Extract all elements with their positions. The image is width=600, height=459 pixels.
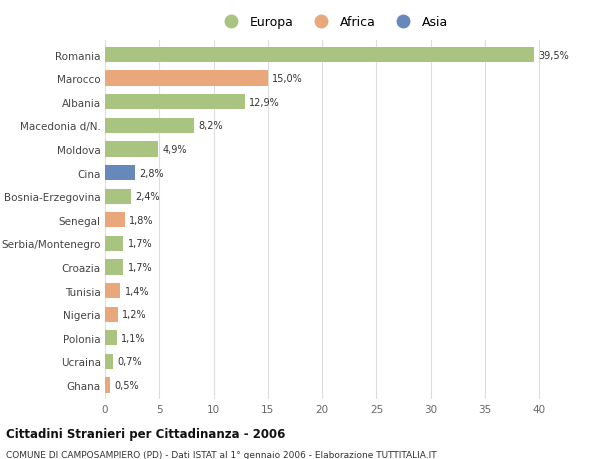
Text: 15,0%: 15,0% (272, 74, 303, 84)
Text: 2,8%: 2,8% (140, 168, 164, 178)
Bar (105, 48, 534, 63)
Text: 0,7%: 0,7% (117, 357, 142, 367)
Bar (105, 71, 268, 87)
Text: 1,7%: 1,7% (128, 263, 152, 273)
Text: 8,2%: 8,2% (199, 121, 223, 131)
Text: 1,1%: 1,1% (121, 333, 146, 343)
Bar (105, 166, 136, 181)
Text: 1,2%: 1,2% (122, 309, 147, 319)
Bar (105, 354, 113, 369)
Bar (105, 118, 194, 134)
Text: 1,4%: 1,4% (125, 286, 149, 296)
Bar (105, 307, 118, 322)
Bar (105, 95, 245, 110)
Bar (105, 283, 120, 299)
Text: 4,9%: 4,9% (163, 145, 187, 155)
Text: 1,8%: 1,8% (129, 215, 154, 225)
Bar (105, 189, 131, 204)
Bar (105, 213, 125, 228)
Bar (105, 236, 124, 252)
Text: 12,9%: 12,9% (250, 98, 280, 107)
Bar (105, 260, 124, 275)
Legend: Europa, Africa, Asia: Europa, Africa, Asia (215, 13, 451, 32)
Text: Cittadini Stranieri per Cittadinanza - 2006: Cittadini Stranieri per Cittadinanza - 2… (6, 427, 286, 440)
Text: 0,5%: 0,5% (115, 380, 139, 390)
Text: COMUNE DI CAMPOSAMPIERO (PD) - Dati ISTAT al 1° gennaio 2006 - Elaborazione TUTT: COMUNE DI CAMPOSAMPIERO (PD) - Dati ISTA… (6, 450, 437, 459)
Bar (105, 142, 158, 157)
Text: 2,4%: 2,4% (136, 192, 160, 202)
Text: 1,7%: 1,7% (128, 239, 152, 249)
Text: 39,5%: 39,5% (538, 50, 569, 61)
Bar (105, 378, 110, 393)
Bar (105, 330, 117, 346)
